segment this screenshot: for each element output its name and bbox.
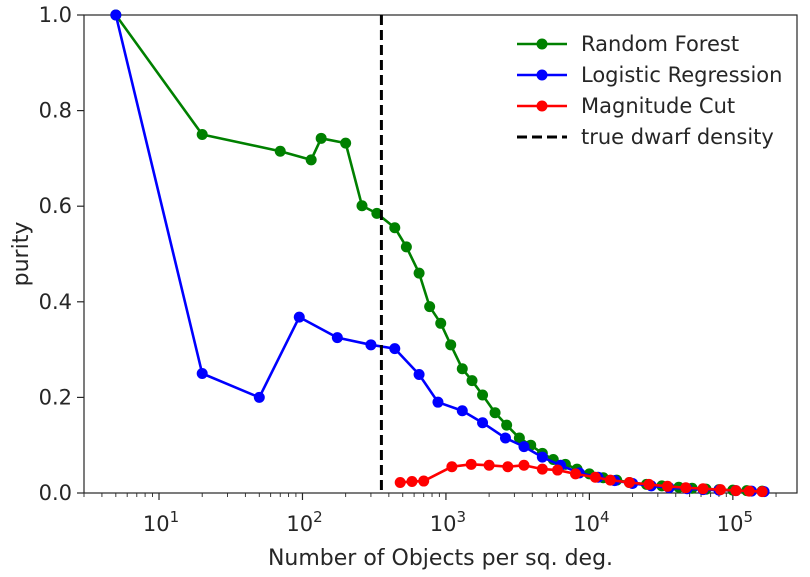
legend-label: true dwarf density <box>581 125 774 149</box>
data-point <box>518 441 530 453</box>
data-point <box>331 332 343 344</box>
data-point <box>413 368 425 380</box>
legend-label: Random Forest <box>581 32 739 56</box>
data-point <box>756 486 768 498</box>
data-point <box>356 200 368 212</box>
x-tick-label: 105 <box>717 508 753 536</box>
data-point <box>400 241 412 253</box>
legend-item: Magnitude Cut <box>517 94 735 118</box>
data-point <box>389 343 401 355</box>
legend-marker <box>536 100 548 112</box>
data-point <box>435 317 447 329</box>
data-point <box>340 137 352 149</box>
x-axis-ticks: 101 102 103 104 105 <box>83 493 777 536</box>
series-line <box>400 463 763 493</box>
legend: Random Forest Logistic Regression Magnitud… <box>517 32 782 149</box>
data-point <box>196 129 208 140</box>
data-point <box>643 478 655 490</box>
plot-frame <box>83 14 798 494</box>
data-point <box>604 474 616 486</box>
data-point <box>466 375 478 387</box>
data-point <box>456 363 468 375</box>
legend-marker <box>536 38 548 50</box>
data-point <box>293 311 305 323</box>
legend-label: Logistic Regression <box>581 63 782 87</box>
data-point <box>418 475 430 487</box>
data-point <box>536 463 548 475</box>
legend-marker <box>536 69 548 81</box>
y-tick-label: 1.0 <box>39 3 72 27</box>
data-point <box>518 459 530 471</box>
data-point <box>305 154 317 166</box>
data-point <box>465 458 477 470</box>
data-point <box>489 407 501 419</box>
data-point <box>456 405 468 417</box>
data-point <box>371 207 383 219</box>
legend-item: Random Forest <box>517 32 739 56</box>
data-point <box>413 267 425 279</box>
x-tick-label: 101 <box>143 508 179 536</box>
x-tick-label: 102 <box>286 508 322 536</box>
y-tick-label: 0.0 <box>39 481 72 505</box>
x-axis-label: Number of Objects per sq. deg. <box>268 546 613 571</box>
data-point <box>274 145 286 157</box>
data-point <box>552 464 564 476</box>
data-point <box>477 389 489 401</box>
y-axis-ticks: 0.0 0.2 0.4 0.6 0.8 1.0 <box>39 3 84 505</box>
y-axis-label: purity <box>9 222 34 287</box>
data-point <box>714 484 726 496</box>
data-point <box>424 301 436 313</box>
data-point <box>623 476 635 488</box>
data-point <box>502 461 514 473</box>
series-layer <box>110 9 770 498</box>
data-point <box>661 480 673 492</box>
legend-item: Logistic Regression <box>517 63 782 87</box>
data-point <box>365 339 377 351</box>
data-point <box>483 459 495 471</box>
data-point <box>445 339 457 351</box>
y-tick-label: 0.6 <box>39 194 72 218</box>
data-point <box>589 471 601 483</box>
data-point <box>406 476 418 488</box>
data-point <box>501 419 513 431</box>
data-point <box>569 468 581 480</box>
data-point <box>680 482 692 494</box>
data-point <box>446 461 458 473</box>
y-tick-label: 0.2 <box>39 385 72 409</box>
data-point <box>315 132 327 144</box>
y-tick-label: 0.8 <box>39 99 72 123</box>
series-magnitude-cut <box>394 458 768 498</box>
y-tick-label: 0.4 <box>39 290 72 314</box>
data-point <box>697 483 709 495</box>
data-point <box>730 485 742 497</box>
data-point <box>110 9 122 21</box>
x-tick-label: 104 <box>573 508 609 536</box>
data-point <box>499 432 511 444</box>
data-point <box>196 368 208 379</box>
data-point <box>432 396 444 408</box>
legend-label: Magnitude Cut <box>581 94 735 118</box>
data-point <box>536 451 548 463</box>
data-point <box>394 476 406 488</box>
x-tick-label: 103 <box>430 508 466 536</box>
data-point <box>743 485 755 497</box>
data-point <box>513 432 525 444</box>
data-point <box>253 391 265 403</box>
legend-item: true dwarf density <box>517 125 774 149</box>
data-point <box>477 417 489 429</box>
data-point <box>389 222 401 234</box>
